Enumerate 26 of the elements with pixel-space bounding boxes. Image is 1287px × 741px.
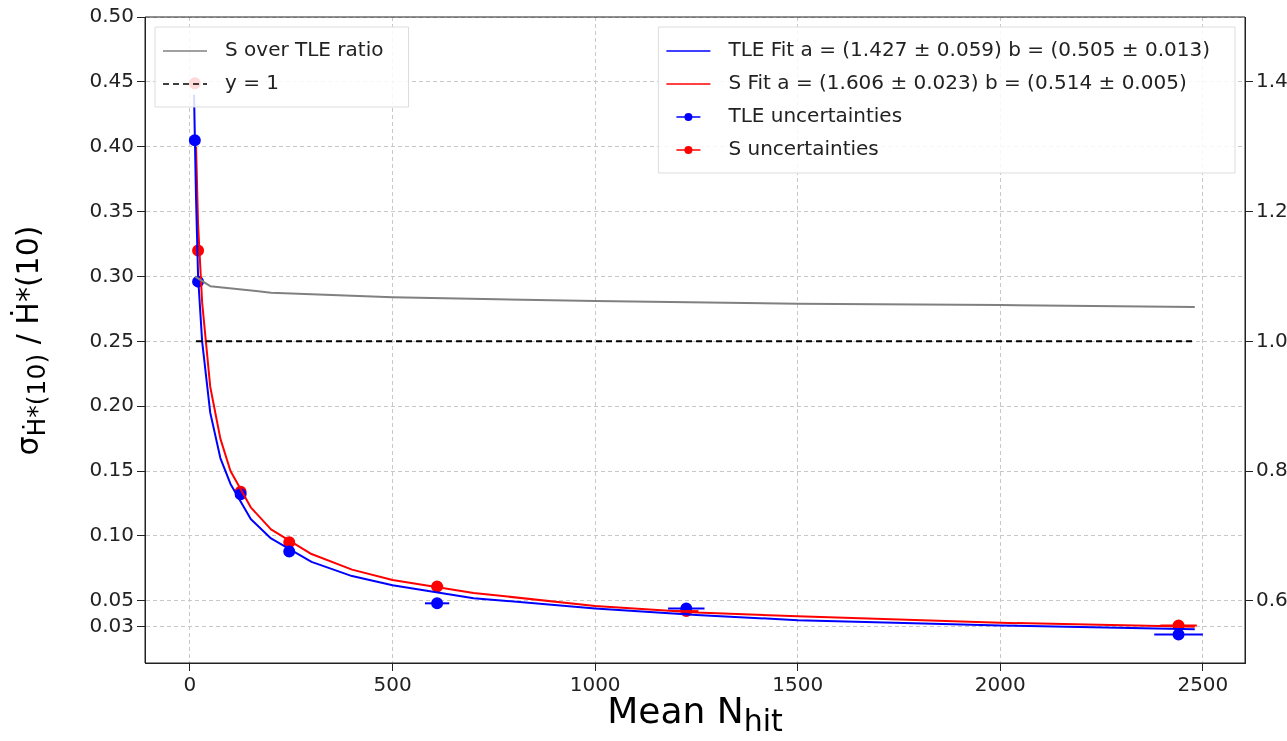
y-tick-label: 0.45 xyxy=(89,68,134,93)
x-tick-label: 0 xyxy=(183,672,197,697)
x-tick-label: 2500 xyxy=(1177,672,1229,697)
y2-tick-label: 0.8 xyxy=(1256,457,1287,482)
y-tick-label: 0.05 xyxy=(89,586,134,611)
legend-label: y = 1 xyxy=(225,70,280,95)
y-tick-label: 0.30 xyxy=(89,262,134,287)
legend-label: S uncertainties xyxy=(728,136,879,161)
legend-label: TLE Fit a = (1.427 ± 0.059) b = (0.505 ± 0.013) xyxy=(727,37,1210,62)
y-tick-label: 0.35 xyxy=(89,197,134,222)
y2-tick-label: 1.0 xyxy=(1256,327,1287,352)
x-tick-label: 2000 xyxy=(974,672,1026,697)
x-tick-label: 500 xyxy=(373,672,412,697)
y-tick-label: 0.10 xyxy=(89,522,134,547)
y-tick-label: 0.25 xyxy=(89,327,134,352)
legend-label: S over TLE ratio xyxy=(225,37,384,62)
y-tick-label: 0.20 xyxy=(89,392,134,417)
y-tick-label: 0.40 xyxy=(89,132,134,157)
y2-tick-label: 1.2 xyxy=(1256,197,1287,222)
legend-label: S Fit a = (1.606 ± 0.023) b = (0.514 ± 0.005) xyxy=(728,70,1187,95)
y-tick-label: 0.50 xyxy=(89,3,134,28)
y-tick-label: 0.03 xyxy=(89,612,134,637)
y2-tick-label: 0.6 xyxy=(1256,586,1287,611)
y-tick-label: 0.15 xyxy=(89,457,134,482)
legend-label: TLE uncertainties xyxy=(727,103,903,128)
y2-tick-label: 1.4 xyxy=(1256,68,1287,93)
